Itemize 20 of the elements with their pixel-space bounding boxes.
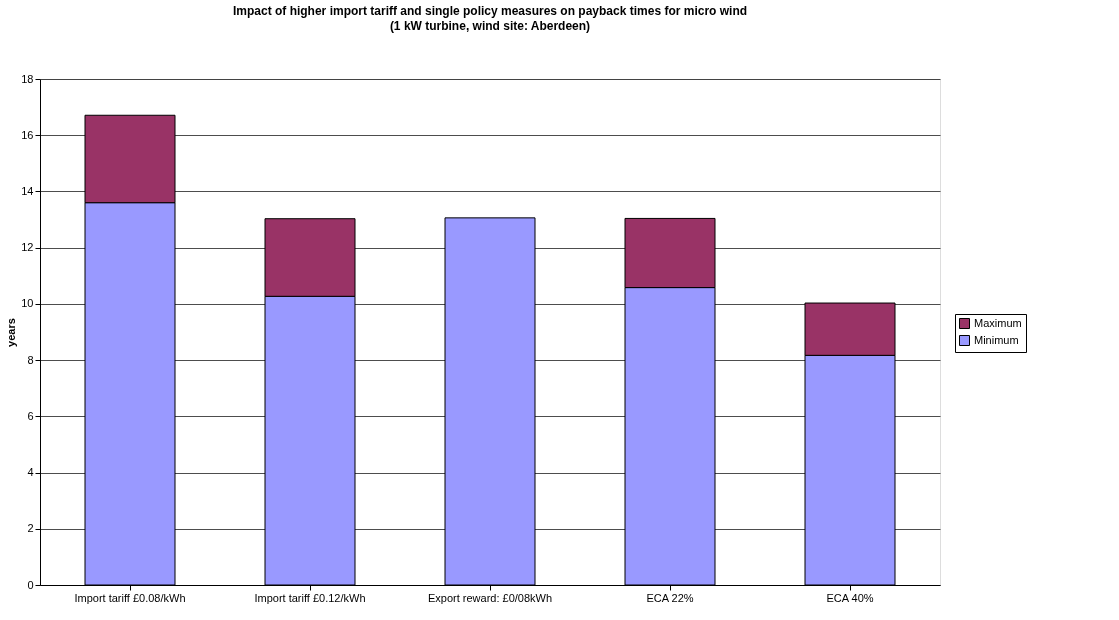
y-tick-label: 4	[27, 466, 34, 479]
y-tick-label: 6	[27, 409, 34, 422]
y-tick-label: 2	[27, 522, 34, 535]
y-tick-label: 14	[21, 184, 34, 197]
x-tick-label: ECA 22%	[646, 591, 694, 604]
x-tick-label: Import tariff £0.12/kWh	[254, 591, 366, 604]
y-tick-label: 16	[21, 128, 34, 141]
y-tick-label: 10	[21, 297, 34, 310]
x-tick-label: Export reward: £0/08kWh	[427, 591, 553, 604]
y-tick-label: 18	[21, 72, 34, 85]
legend-label: Minimum	[974, 333, 1019, 346]
chart-subtitle: (1 kW turbine, wind site: Aberdeen)	[389, 19, 591, 33]
y-tick-label: 12	[21, 241, 34, 254]
legend-label: Maximum	[974, 316, 1022, 329]
y-tick-label: 8	[27, 353, 34, 366]
x-tick-label: ECA 40%	[826, 591, 874, 604]
y-axis-title: years	[5, 318, 18, 347]
y-tick-label: 0	[27, 578, 34, 591]
chart-title: Impact of higher import tariff and single policy measures on payback times for micro wind	[232, 4, 748, 18]
x-tick-label: Import tariff £0.08/kWh	[74, 591, 186, 604]
